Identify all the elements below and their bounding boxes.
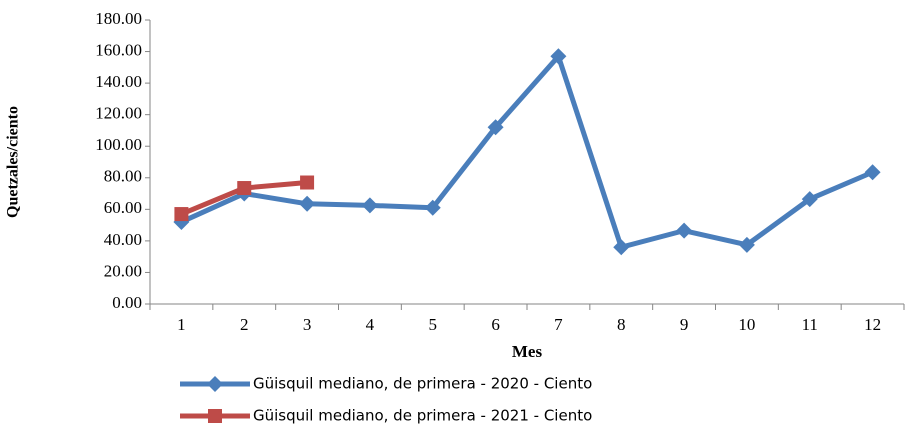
x-tick-label: 4 — [366, 315, 375, 334]
data-point — [174, 207, 189, 222]
y-tick-label: 20.00 — [104, 261, 142, 280]
data-point — [487, 119, 504, 136]
data-point — [676, 222, 693, 239]
data-point — [361, 197, 378, 214]
data-point — [613, 239, 630, 256]
data-point — [424, 199, 441, 216]
data-point — [550, 48, 567, 65]
x-tick-label: 8 — [617, 315, 626, 334]
data-point — [299, 195, 316, 212]
y-axis-label: Quetzales/ciento — [5, 106, 22, 218]
y-tick-label: 120.00 — [95, 104, 142, 123]
y-tick-label: 80.00 — [104, 167, 142, 186]
y-tick-label: 0.00 — [112, 293, 142, 312]
legend-label: Güisquil mediano, de primera - 2021 - Ci… — [253, 407, 592, 425]
x-tick-label: 3 — [303, 315, 312, 334]
x-tick-label: 6 — [491, 315, 500, 334]
legend-label: Güisquil mediano, de primera - 2020 - Ci… — [253, 375, 592, 393]
y-tick-label: 40.00 — [104, 230, 142, 249]
x-tick-label: 1 — [177, 315, 186, 334]
x-tick-label: 9 — [680, 315, 689, 334]
x-axis-label: Mes — [512, 342, 543, 361]
series-line — [180, 53, 874, 250]
data-point — [864, 164, 881, 181]
x-tick-label: 10 — [738, 315, 755, 334]
x-tick-label: 2 — [240, 315, 249, 334]
legend-marker — [208, 409, 222, 423]
data-point — [300, 175, 315, 190]
y-tick-label: 140.00 — [95, 72, 142, 91]
y-tick-label: 160.00 — [95, 40, 142, 59]
x-tick-label: 12 — [864, 315, 881, 334]
legend-marker — [207, 376, 223, 392]
y-tick-label: 100.00 — [95, 135, 142, 154]
y-tick-label: 180.00 — [95, 9, 142, 28]
x-tick-label: 7 — [554, 315, 563, 334]
data-point — [237, 181, 252, 196]
x-tick-label: 5 — [429, 315, 438, 334]
y-tick-label: 60.00 — [104, 198, 142, 217]
data-point — [801, 191, 818, 208]
x-tick-label: 11 — [802, 315, 818, 334]
data-point — [738, 236, 755, 253]
